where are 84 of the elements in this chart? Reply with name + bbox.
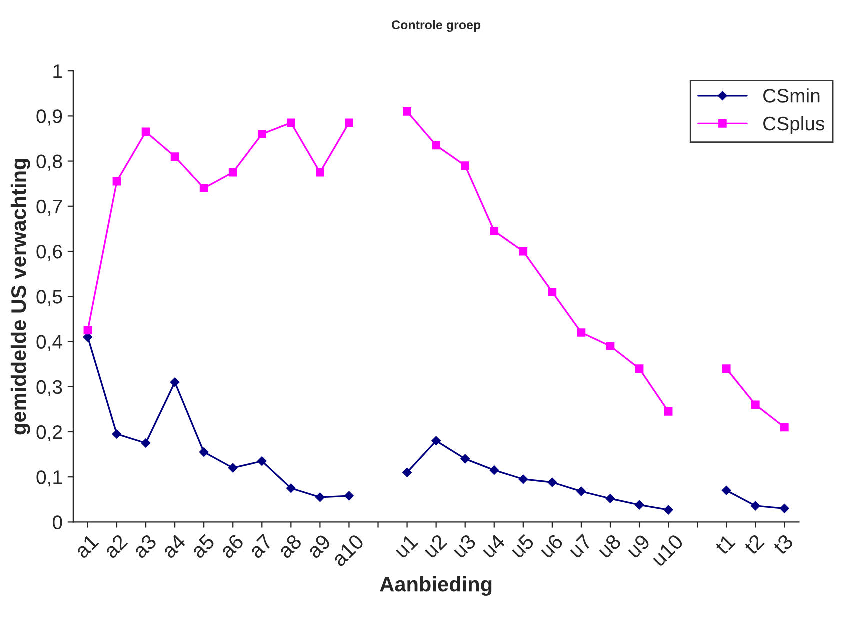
point xyxy=(344,491,354,501)
point xyxy=(402,468,412,478)
point xyxy=(664,408,673,416)
y-tick-label: 0,1 xyxy=(36,470,62,487)
point xyxy=(751,501,760,511)
x-tick-label: u5 xyxy=(510,534,535,559)
point xyxy=(635,364,644,373)
point xyxy=(432,436,441,446)
x-tick-label: a10 xyxy=(331,534,365,568)
point xyxy=(170,152,180,161)
y-tick-label: 0,7 xyxy=(36,200,62,216)
y-axis-title: gemiddelde US verwachting xyxy=(10,159,30,435)
point xyxy=(780,504,790,514)
x-tick-label: a2 xyxy=(102,534,128,560)
x-tick-label: a3 xyxy=(132,534,158,560)
x-tick-label: t2 xyxy=(743,534,765,556)
point xyxy=(634,500,644,510)
y-tick-label: 0,6 xyxy=(36,244,62,262)
point xyxy=(141,438,151,448)
point xyxy=(460,454,470,464)
x-tick-label: a1 xyxy=(74,534,100,560)
point xyxy=(316,168,324,177)
x-tick-label: u8 xyxy=(596,534,622,559)
point xyxy=(432,141,440,150)
point xyxy=(548,288,557,296)
x-tick-label: u4 xyxy=(480,534,506,559)
point xyxy=(490,227,499,236)
point xyxy=(200,184,208,193)
y-tick-label: 1 xyxy=(54,64,62,78)
y-tick-label: 0,4 xyxy=(36,335,62,352)
point xyxy=(345,118,354,128)
point xyxy=(287,118,296,128)
x-tick-label: u2 xyxy=(422,534,448,559)
point xyxy=(518,474,528,484)
point xyxy=(142,128,150,136)
x-tick-label: u3 xyxy=(452,534,477,559)
x-tick-label: a6 xyxy=(219,534,245,560)
point xyxy=(722,364,731,373)
x-tick-label: a4 xyxy=(161,534,187,560)
legend-label: CSplus xyxy=(764,116,825,135)
point xyxy=(606,494,616,504)
point xyxy=(576,486,586,496)
x-tick-label: u10 xyxy=(650,534,684,568)
point xyxy=(780,423,789,432)
point xyxy=(286,484,296,493)
y-tick-label: 0,3 xyxy=(36,380,62,396)
point xyxy=(403,108,412,116)
y-tick-label: 0,5 xyxy=(36,290,62,306)
point xyxy=(258,456,267,466)
point xyxy=(606,342,615,350)
point xyxy=(199,448,209,457)
point xyxy=(228,168,238,177)
point xyxy=(722,486,732,496)
x-tick-label: u1 xyxy=(394,534,419,559)
x-axis-title: Aanbieding xyxy=(380,576,492,596)
point xyxy=(519,247,528,256)
x-tick-label: a5 xyxy=(190,534,216,560)
point xyxy=(112,430,122,439)
point xyxy=(548,478,558,488)
x-tick-label: t1 xyxy=(714,534,736,556)
point xyxy=(170,378,180,387)
point xyxy=(112,177,122,186)
point xyxy=(258,130,266,138)
point xyxy=(228,463,238,473)
x-tick-label: u7 xyxy=(568,534,593,559)
x-tick-label: u9 xyxy=(626,534,651,559)
point xyxy=(490,466,500,475)
y-tick-label: 0,9 xyxy=(36,110,62,126)
x-tick-label: a7 xyxy=(248,534,274,560)
x-tick-label: a8 xyxy=(277,534,303,560)
x-tick-label: a9 xyxy=(306,534,332,560)
legend-label: CSmin xyxy=(764,88,820,103)
y-tick-label: 0,8 xyxy=(36,154,62,171)
point xyxy=(664,505,674,515)
point xyxy=(577,328,586,337)
point xyxy=(84,326,92,335)
y-tick-label: 0 xyxy=(52,516,62,530)
x-tick-label: u6 xyxy=(538,534,564,559)
point xyxy=(316,492,325,502)
point xyxy=(751,400,760,410)
point xyxy=(461,162,470,170)
chart-title: Controle groep xyxy=(392,20,481,32)
y-tick-label: 0,2 xyxy=(36,425,62,442)
x-tick-label: t3 xyxy=(772,534,794,556)
